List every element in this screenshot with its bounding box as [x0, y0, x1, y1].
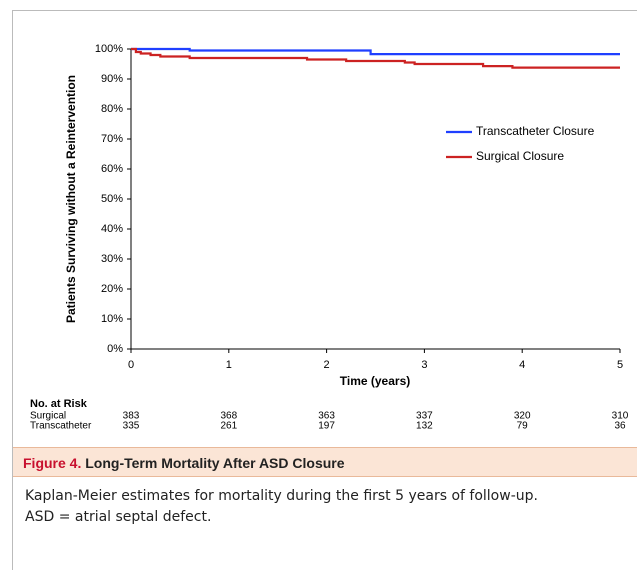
y-axis-label: Patients Surviving without a Reintervent… — [64, 75, 78, 323]
risk-value: 310 — [612, 411, 629, 422]
survival-line — [131, 47, 620, 69]
y-tick-label: 80% — [101, 103, 123, 115]
caption-line: Kaplan-Meier estimates for mortality dur… — [25, 488, 538, 504]
y-tick-label: 40% — [101, 223, 123, 235]
risk-table-title: No. at Risk — [30, 398, 88, 410]
risk-value: 383 — [123, 411, 140, 422]
legend-label: Surgical Closure — [476, 149, 564, 163]
risk-value: 320 — [514, 411, 531, 422]
caption-line: ASD = atrial septal defect. — [25, 509, 212, 525]
y-tick-label: 0% — [107, 343, 123, 355]
risk-value: 335 — [123, 421, 140, 432]
risk-value: 79 — [517, 421, 529, 432]
y-tick-label: 100% — [95, 43, 123, 55]
y-tick-label: 10% — [101, 313, 123, 325]
x-tick-label: 2 — [324, 359, 330, 371]
y-tick-label: 20% — [101, 283, 123, 295]
y-tick-label: 30% — [101, 253, 123, 265]
risk-value: 36 — [614, 421, 626, 432]
caption-title: Long-Term Mortality After ASD Closure — [85, 455, 345, 471]
figure-frame — [12, 10, 637, 570]
chart: Patients Surviving without a Reintervent… — [30, 43, 629, 432]
legend-label: Transcatheter Closure — [476, 124, 595, 138]
y-tick-label: 90% — [101, 73, 123, 85]
risk-row-label: Surgical — [30, 411, 66, 422]
caption-text: Kaplan-Meier estimates for mortality dur… — [25, 486, 538, 528]
x-tick-label: 5 — [617, 359, 623, 371]
risk-value: 197 — [318, 421, 335, 432]
risk-row-label: Transcatheter — [30, 421, 92, 432]
y-tick-label: 50% — [101, 193, 123, 205]
x-tick-label: 1 — [226, 359, 232, 371]
y-tick-label: 70% — [101, 133, 123, 145]
risk-value: 368 — [220, 411, 237, 422]
x-tick-label: 0 — [128, 359, 134, 371]
risk-value: 337 — [416, 411, 433, 422]
x-tick-label: 3 — [421, 359, 427, 371]
x-tick-label: 4 — [519, 359, 525, 371]
caption-label: Figure 4. — [23, 455, 82, 471]
risk-value: 261 — [220, 421, 237, 432]
x-axis-label: Time (years) — [340, 374, 410, 388]
caption-bar: Figure 4. Long-Term Mortality After ASD … — [13, 447, 637, 477]
caption-heading: Figure 4. Long-Term Mortality After ASD … — [23, 455, 345, 471]
y-tick-label: 60% — [101, 163, 123, 175]
survival-line — [131, 47, 620, 56]
risk-value: 363 — [318, 411, 335, 422]
risk-value: 132 — [416, 421, 433, 432]
